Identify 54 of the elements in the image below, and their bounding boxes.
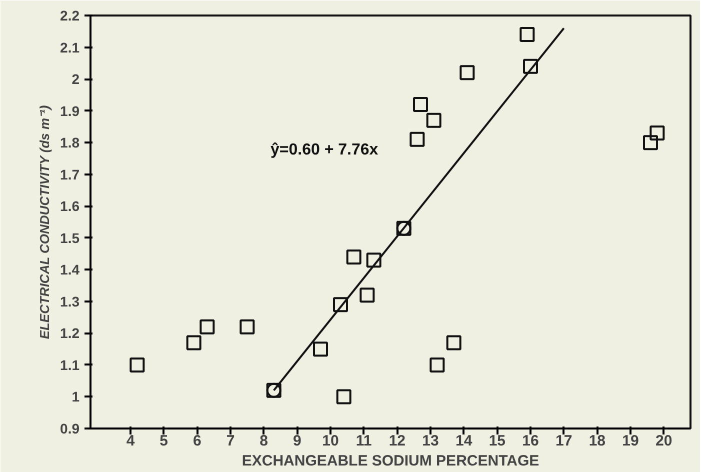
x-tick-label: 6 [192, 432, 202, 450]
point [430, 357, 445, 372]
x-tick-label: 5 [160, 432, 168, 450]
x-axis-title: EXCHANGEABLE SODIUM PERCENTAGE [242, 452, 540, 470]
x-tick-label: 19 [622, 432, 639, 450]
y-tick-label: 1.8 [60, 134, 80, 151]
y-tick-label: 1.2 [60, 325, 80, 342]
x-tick-label: 8 [260, 432, 268, 450]
point [650, 126, 665, 141]
y-tick-label: 1.7 [60, 166, 80, 182]
x-tick-label: 4 [126, 432, 136, 450]
point [446, 335, 462, 350]
x-tick-label: 15 [488, 432, 506, 450]
point [410, 132, 425, 147]
point [130, 357, 145, 372]
y-tick-label: 1.1 [60, 356, 80, 373]
y-tick-label: 0.9 [60, 420, 80, 436]
x-tick-label: 17 [555, 432, 572, 450]
y-tick-label: 1 [72, 388, 80, 405]
x-tick-label: 16 [522, 432, 539, 450]
point [643, 135, 658, 150]
y-tick-label: 1.6 [60, 198, 80, 214]
y-axis-title: ELECTRICAL CONDUCTIVITY (ds m⁻¹) [37, 105, 52, 340]
point [460, 65, 475, 80]
point [200, 319, 215, 334]
x-tick-label: 13 [422, 432, 439, 450]
x-tick-label: 18 [588, 432, 606, 450]
point [346, 249, 362, 264]
y-tick-label: 2 [72, 71, 80, 88]
point [360, 288, 375, 303]
x-tick-label: 14 [455, 432, 473, 450]
point [186, 335, 202, 350]
y-tick-label: 2.2 [60, 8, 80, 24]
point [366, 252, 382, 268]
point [426, 112, 442, 128]
x-tick-label: 9 [292, 432, 302, 450]
x-tick-label: 12 [388, 432, 406, 450]
annotation: ŷ=0.60 + 7.76x [270, 142, 378, 158]
point [520, 27, 535, 42]
y-tick-label: 1.3 [60, 293, 80, 310]
point [240, 319, 255, 334]
point [333, 297, 348, 312]
x-tick-label: 11 [356, 432, 372, 450]
x-tick-label: 20 [655, 432, 672, 450]
x-tick-label: 7 [226, 432, 235, 450]
y-tick-label: 1.4 [60, 262, 80, 278]
x-tick-label: 10 [322, 432, 339, 450]
point [523, 58, 538, 74]
point [413, 96, 428, 112]
y-tick-label: 1.9 [60, 102, 80, 119]
y-tick-label: 1.5 [60, 230, 80, 246]
point [313, 342, 328, 357]
point [336, 389, 352, 404]
y-tick-label: 2.1 [60, 39, 80, 56]
